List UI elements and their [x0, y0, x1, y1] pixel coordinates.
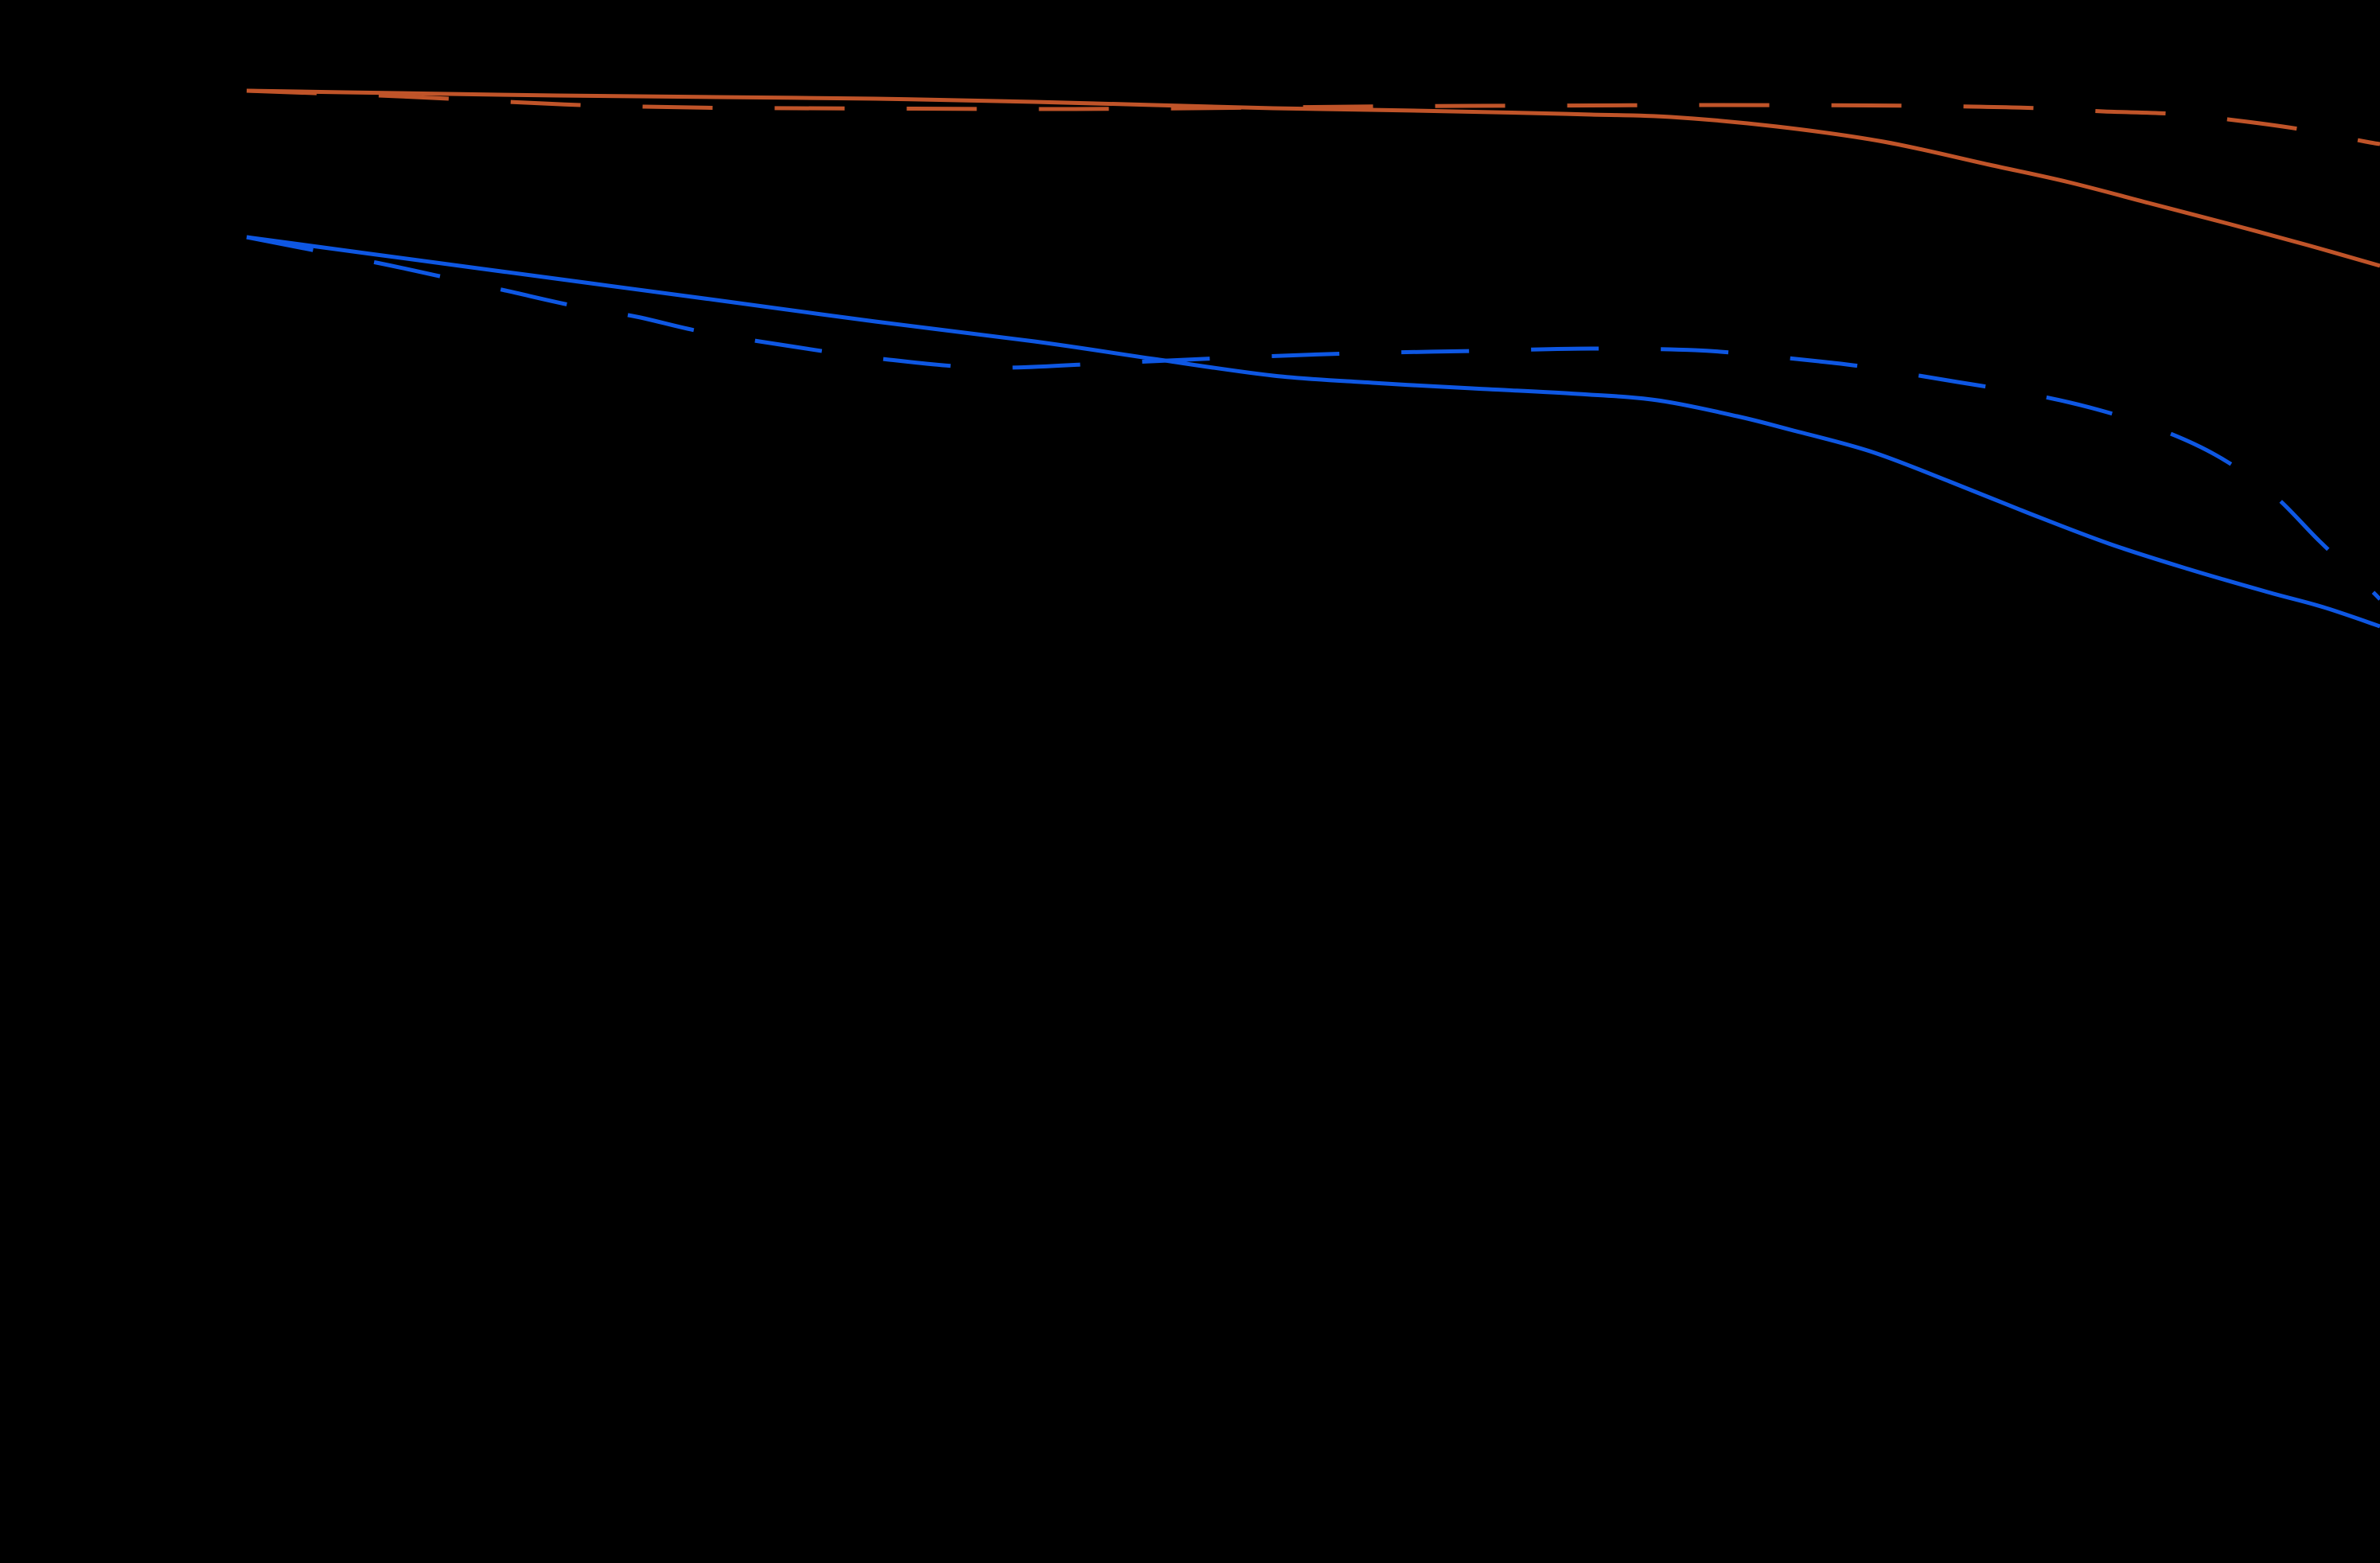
orange-solid-series-line [246, 88, 2380, 268]
blue-solid-series-line [246, 235, 2380, 629]
blue-dashed-series-line [246, 235, 2380, 601]
orange-dashed-series-line [246, 88, 2380, 146]
